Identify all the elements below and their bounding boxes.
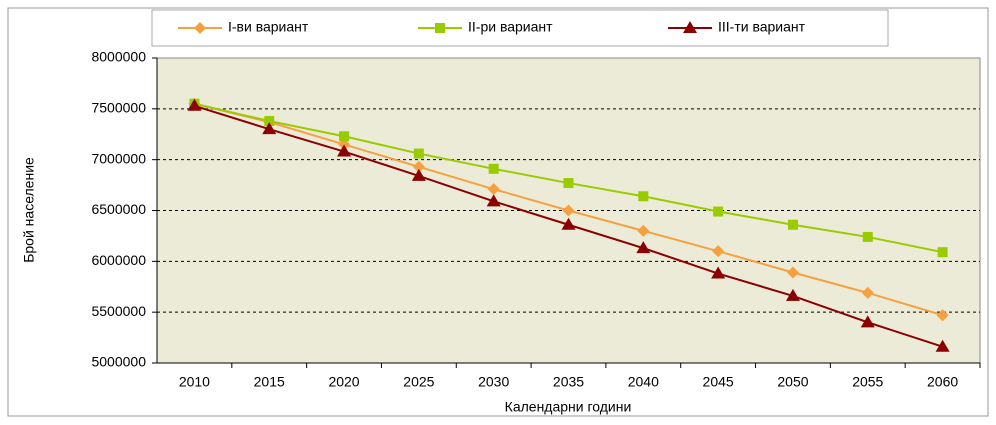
x-tick-label: 2025 [403,374,434,390]
marker [861,286,874,299]
marker [413,148,424,159]
x-tick-label: 2040 [628,374,659,390]
marker [488,163,499,174]
legend-label: II-ри вариант [468,19,553,35]
y-tick-label: 7000000 [91,150,146,166]
marker [338,138,351,151]
marker [563,178,574,189]
x-tick-label: 2015 [254,374,285,390]
y-tick-label: 5500000 [91,303,146,319]
x-tick-label: 2030 [478,374,509,390]
y-tick-label: 7500000 [91,100,146,116]
x-axis-label: Календарни години [505,399,632,415]
y-tick-label: 6000000 [91,252,146,268]
marker [636,241,651,254]
marker [637,224,650,237]
marker [638,191,649,202]
marker [785,288,800,301]
x-tick-label: 2035 [553,374,584,390]
y-tick-label: 8000000 [91,49,146,65]
marker [262,122,277,135]
marker [712,245,725,258]
marker [194,22,206,34]
marker [787,219,798,230]
marker [713,206,724,217]
marker [562,204,575,217]
marker [935,339,950,352]
x-tick-label: 2055 [852,374,883,390]
marker [435,23,445,33]
x-tick-label: 2020 [328,374,359,390]
marker [711,266,726,279]
y-tick-label: 6500000 [91,201,146,217]
marker [862,231,873,242]
marker [786,266,799,279]
marker [683,21,697,33]
marker [860,315,875,328]
x-tick-label: 2050 [777,374,808,390]
x-tick-label: 2060 [927,374,958,390]
x-tick-label: 2045 [703,374,734,390]
marker [187,98,202,111]
marker [411,168,426,181]
y-axis-label: Брой население [21,157,37,263]
x-tick-label: 2010 [179,374,210,390]
legend-label: I-ви вариант [228,19,309,35]
marker [337,144,352,157]
marker [936,309,949,322]
marker [264,116,275,127]
marker [937,247,948,258]
y-tick-label: 5000000 [91,354,146,370]
marker [412,160,425,173]
marker [486,194,501,207]
legend-label: III-ти вариант [718,19,806,35]
marker [487,183,500,196]
marker [561,217,576,230]
legend-box [151,9,889,47]
marker [339,131,350,142]
